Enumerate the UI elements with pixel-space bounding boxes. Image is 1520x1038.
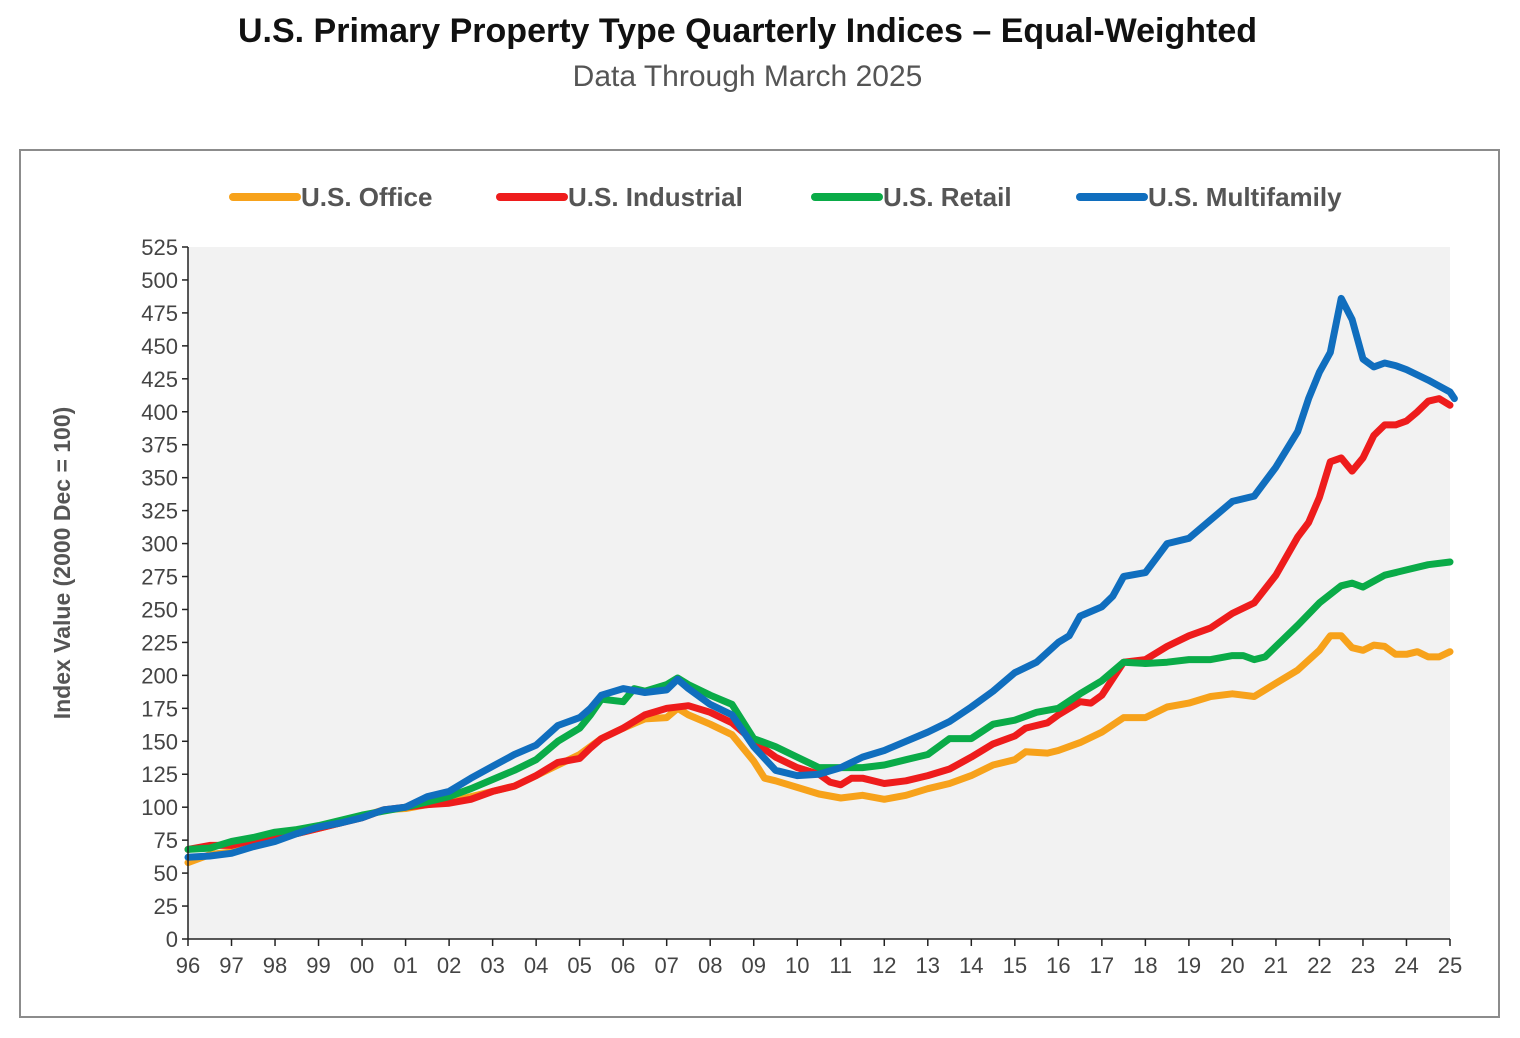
x-tick-label: 06 xyxy=(611,953,635,978)
x-tick-label: 00 xyxy=(350,953,374,978)
x-tick-label: 05 xyxy=(567,953,591,978)
legend-label-u-s-office: U.S. Office xyxy=(301,182,432,212)
y-tick-label: 225 xyxy=(141,630,178,655)
x-tick-label: 15 xyxy=(1003,953,1027,978)
series-line-u-s-industrial xyxy=(184,395,1454,853)
y-tick-label: 100 xyxy=(141,795,178,820)
x-tick-label: 18 xyxy=(1133,953,1157,978)
x-tick-label: 25 xyxy=(1438,953,1462,978)
y-tick-label: 50 xyxy=(154,861,178,886)
x-tick-label: 03 xyxy=(480,953,504,978)
series-line-u-s-multifamily xyxy=(184,294,1458,861)
x-tick-label: 96 xyxy=(176,953,200,978)
y-tick-label: 325 xyxy=(141,499,178,524)
legend-label-u-s-industrial: U.S. Industrial xyxy=(568,182,743,212)
x-tick-label: 12 xyxy=(872,953,896,978)
y-axis-ticks: 0 25 50 75 100 125 150 175 200 225 250 275 300 325 350… xyxy=(141,235,188,952)
series-lines xyxy=(184,294,1458,867)
y-tick-label: 525 xyxy=(141,235,178,260)
x-tick-label: 08 xyxy=(698,953,722,978)
plot-area xyxy=(188,247,1450,939)
y-axis-label: Index Value (2000 Dec = 100) xyxy=(49,407,75,720)
axes xyxy=(187,247,1450,940)
y-tick-label: 475 xyxy=(141,301,178,326)
y-tick-label: 275 xyxy=(141,565,178,590)
y-tick-label: 500 xyxy=(141,268,178,293)
y-tick-label: 450 xyxy=(141,334,178,359)
x-tick-label: 11 xyxy=(829,953,852,978)
x-tick-label: 24 xyxy=(1394,953,1418,978)
y-tick-label: 425 xyxy=(141,367,178,392)
x-tick-label: 98 xyxy=(263,953,287,978)
legend: U.S. Office U.S. Industrial U.S. Retail U.S… xyxy=(229,182,1342,212)
chart-subtitle: Data Through March 2025 xyxy=(572,60,923,93)
legend-label-u-s-multifamily: U.S. Multifamily xyxy=(1148,182,1342,212)
y-tick-label: 175 xyxy=(141,696,178,721)
x-tick-label: 20 xyxy=(1220,953,1244,978)
y-tick-label: 400 xyxy=(141,400,178,425)
x-tick-label: 19 xyxy=(1177,953,1201,978)
x-tick-label: 17 xyxy=(1090,953,1114,978)
x-tick-label: 13 xyxy=(916,953,940,978)
x-tick-label: 02 xyxy=(437,953,461,978)
x-tick-label: 97 xyxy=(219,953,243,978)
x-tick-label: 09 xyxy=(741,953,765,978)
y-tick-label: 125 xyxy=(141,762,178,787)
x-tick-label: 14 xyxy=(959,953,983,978)
x-axis-ticks: 96 97 98 99 00 01 02 03 04 05 06 07 08 09 10 11 12 13 14 15… xyxy=(176,939,1462,978)
legend-label-u-s-retail: U.S. Retail xyxy=(883,182,1012,212)
y-tick-label: 0 xyxy=(166,927,178,952)
y-tick-label: 75 xyxy=(154,828,178,853)
y-tick-label: 250 xyxy=(141,597,178,622)
y-tick-label: 200 xyxy=(141,663,178,688)
x-tick-label: 07 xyxy=(654,953,678,978)
y-tick-label: 25 xyxy=(154,894,178,919)
y-tick-label: 350 xyxy=(141,466,178,491)
x-tick-label: 01 xyxy=(393,953,417,978)
chart-title: U.S. Primary Property Type Quarterly Ind… xyxy=(237,12,1258,50)
x-tick-label: 16 xyxy=(1046,953,1070,978)
y-tick-label: 375 xyxy=(141,433,178,458)
x-tick-label: 23 xyxy=(1351,953,1375,978)
x-tick-label: 99 xyxy=(306,953,330,978)
chart-frame xyxy=(19,149,1500,1018)
y-tick-label: 150 xyxy=(141,729,178,754)
x-tick-label: 21 xyxy=(1264,953,1288,978)
y-tick-label: 300 xyxy=(141,532,178,557)
x-tick-label: 22 xyxy=(1307,953,1331,978)
x-tick-label: 04 xyxy=(524,953,548,978)
x-tick-label: 10 xyxy=(785,953,809,978)
